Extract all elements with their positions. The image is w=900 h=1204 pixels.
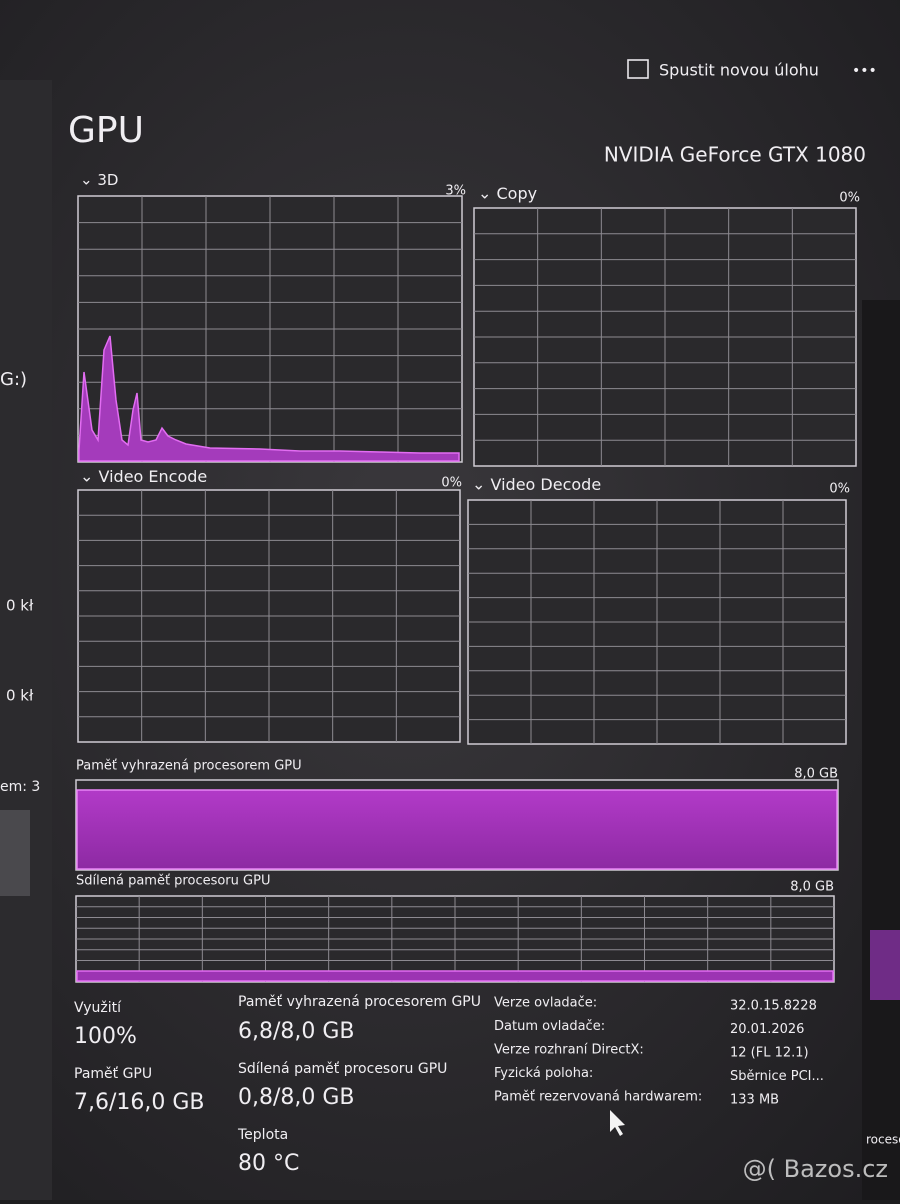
sidebar-text: 0 kł	[6, 597, 34, 615]
graph-label[interactable]: ⌄ 3D	[80, 171, 118, 189]
memory-fill	[76, 789, 838, 870]
memory-max: 8,0 GB	[790, 880, 834, 895]
graph-name: Video Decode	[491, 475, 602, 494]
new-task-label: Spustit novou úlohu	[659, 61, 819, 80]
graph-name: 3D	[97, 171, 118, 189]
graph-name: Copy	[497, 184, 538, 203]
graph-percent: 3%	[445, 184, 466, 199]
detail-value: 20.01.2026	[730, 1022, 804, 1037]
graph-label[interactable]: ⌄ Copy	[478, 184, 537, 203]
page-title: GPU	[68, 110, 144, 151]
stat-value: 7,6/16,0 GB	[74, 1090, 205, 1115]
detail-value: 12 (FL 12.1)	[730, 1046, 809, 1061]
graph-grid	[76, 896, 834, 982]
stat-label: Paměť GPU	[74, 1066, 152, 1082]
sidebar	[0, 80, 52, 1200]
device-name: NVIDIA GeForce GTX 1080	[604, 143, 866, 167]
edge-graph	[870, 930, 900, 1000]
graph-percent: 0%	[441, 476, 462, 491]
graphs	[77, 195, 857, 745]
shared-memory-graph	[75, 895, 835, 983]
more-button[interactable]: •••	[852, 63, 877, 79]
watermark: @( Bazos.cz	[743, 1155, 888, 1183]
detail-label: Verze ovladače:	[494, 996, 597, 1011]
graph-label[interactable]: ⌄ Video Encode	[80, 467, 207, 486]
sidebar-selection	[0, 810, 30, 896]
new-task-icon	[627, 59, 649, 79]
stat-value: 0,8/8,0 GB	[238, 1085, 355, 1110]
graph-grid	[78, 196, 462, 462]
graph-percent: 0%	[839, 191, 860, 206]
stat-value: 6,8/8,0 GB	[238, 1019, 355, 1044]
memory-label: Paměť vyhrazená procesorem GPU	[76, 759, 302, 774]
stat-label: Paměť vyhrazená procesorem GPU	[238, 994, 481, 1010]
graph-label[interactable]: ⌄ Video Decode	[472, 475, 601, 494]
stat-label: Využití	[74, 1000, 122, 1016]
usage-trace	[78, 335, 460, 462]
detail-label: Datum ovladače:	[494, 1019, 605, 1034]
stat-label: Sdílená paměť procesoru GPU	[238, 1061, 447, 1077]
detail-label: Paměť rezervovaná hardwarem:	[494, 1090, 702, 1105]
sidebar-text: 0 kł	[6, 687, 34, 705]
memory-fill	[76, 970, 834, 982]
graph-grid	[78, 490, 460, 742]
detail-label: Verze rozhraní DirectX:	[494, 1043, 644, 1058]
new-task-button[interactable]: Spustit novou úlohu	[627, 59, 819, 80]
graph-grid	[474, 208, 856, 466]
detail-value: 32.0.15.8228	[730, 999, 817, 1014]
graph-grid	[468, 500, 846, 744]
detail-label: Fyzická poloha:	[494, 1066, 593, 1081]
detail-value: 133 MB	[730, 1093, 779, 1108]
stat-label: Teplota	[237, 1127, 288, 1143]
graph-percent: 0%	[829, 482, 850, 497]
graph-name: Video Encode	[99, 467, 208, 486]
mouse-cursor	[610, 1110, 625, 1136]
details: Verze ovladače: 32.0.15.8228 Datum ovladač…	[494, 996, 824, 1108]
memory-label: Sdílená paměť procesoru GPU	[76, 874, 270, 889]
stat-value: 100%	[74, 1024, 137, 1049]
sidebar-text: G:)	[0, 369, 27, 390]
right-edge	[862, 300, 900, 1200]
edge-text: rocesor	[866, 1133, 900, 1147]
sidebar-text: em: 3	[0, 779, 40, 795]
detail-value: Sběrnice PCI...	[730, 1069, 824, 1084]
memory-max: 8,0 GB	[794, 767, 838, 782]
stat-value: 80 °C	[238, 1151, 299, 1176]
